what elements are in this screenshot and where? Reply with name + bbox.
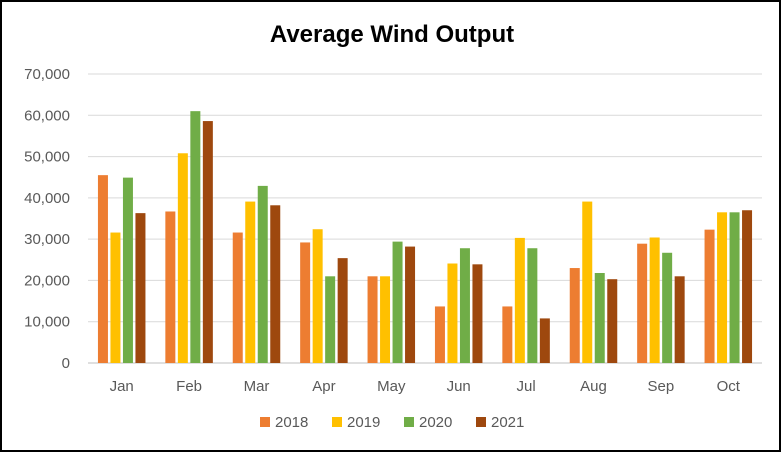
legend-swatch <box>404 417 414 427</box>
x-tick-label: Jul <box>517 378 536 395</box>
y-tick-label: 70,000 <box>24 66 70 83</box>
bar-2020-oct <box>729 212 740 363</box>
bar-2020-jan <box>122 177 133 363</box>
x-tick-label: Jan <box>110 378 134 395</box>
bar-2019-apr <box>312 229 323 363</box>
y-tick-label: 60,000 <box>24 107 70 124</box>
x-tick-label: Jun <box>447 378 471 395</box>
bar-2020-mar <box>257 185 268 363</box>
legend-label: 2021 <box>491 414 524 431</box>
gridlines <box>88 73 762 364</box>
x-tick-label: Sep <box>648 378 675 395</box>
bar-2019-jan <box>110 232 121 363</box>
chart-title: Average Wind Output <box>270 21 514 48</box>
bar-2018-oct <box>704 229 715 363</box>
y-tick-label: 50,000 <box>24 149 70 166</box>
bar-2021-feb <box>202 121 213 364</box>
bars <box>97 111 753 364</box>
y-tick-label: 10,000 <box>24 314 70 331</box>
bar-2021-jun <box>472 264 483 363</box>
x-axis-ticks: Jan Feb Mar Apr May Jun Jul Aug Sep Oct <box>110 378 741 395</box>
bar-2018-may <box>367 276 378 363</box>
bar-2020-may <box>392 241 403 363</box>
bar-2021-apr <box>337 258 348 363</box>
y-tick-label: 40,000 <box>24 190 70 207</box>
legend: 2018 2019 2020 2021 <box>260 414 524 431</box>
bar-2020-feb <box>190 111 201 364</box>
bar-2021-may <box>405 246 416 363</box>
bar-2020-jul <box>527 248 538 363</box>
bar-2019-feb <box>177 153 188 363</box>
legend-label: 2018 <box>275 414 308 431</box>
bar-2018-sep <box>637 243 648 363</box>
bar-2019-jun <box>447 263 458 363</box>
bar-2020-jun <box>459 248 470 363</box>
bar-2019-jul <box>514 237 525 363</box>
legend-swatch <box>260 417 270 427</box>
bar-2019-oct <box>717 212 728 363</box>
bar-2018-mar <box>232 232 243 363</box>
x-tick-label: Oct <box>717 378 741 395</box>
bar-2019-may <box>380 276 391 363</box>
bar-2021-mar <box>270 205 281 363</box>
bar-2020-aug <box>594 272 605 363</box>
bar-2018-jun <box>434 306 445 363</box>
x-tick-label: Mar <box>244 378 270 395</box>
x-tick-label: May <box>377 378 406 395</box>
bar-2021-sep <box>674 276 685 363</box>
bar-2019-mar <box>245 201 256 363</box>
legend-label: 2020 <box>419 414 452 431</box>
bar-2020-sep <box>662 252 673 363</box>
bar-2019-aug <box>582 201 593 363</box>
bar-2018-feb <box>165 211 176 363</box>
legend-swatch <box>332 417 342 427</box>
y-axis-ticks: 0 10,000 20,000 30,000 40,000 50,000 60,000 70,… <box>24 66 70 372</box>
y-tick-label: 20,000 <box>24 272 70 289</box>
x-tick-label: Aug <box>580 378 607 395</box>
legend-swatch <box>476 417 486 427</box>
bar-2018-aug <box>569 268 580 363</box>
bar-2020-apr <box>325 276 336 363</box>
x-tick-label: Feb <box>176 378 202 395</box>
y-tick-label: 0 <box>62 355 70 372</box>
bar-2018-jul <box>502 306 513 363</box>
bar-2021-aug <box>607 279 618 363</box>
bar-2018-jan <box>97 175 108 363</box>
x-tick-label: Apr <box>312 378 335 395</box>
bar-2021-jul <box>539 318 550 363</box>
bar-2019-sep <box>649 237 660 363</box>
legend-label: 2019 <box>347 414 380 431</box>
bar-2018-apr <box>300 242 311 363</box>
bar-2021-jan <box>135 213 146 363</box>
y-tick-label: 30,000 <box>24 231 70 248</box>
bar-2021-oct <box>742 210 753 363</box>
